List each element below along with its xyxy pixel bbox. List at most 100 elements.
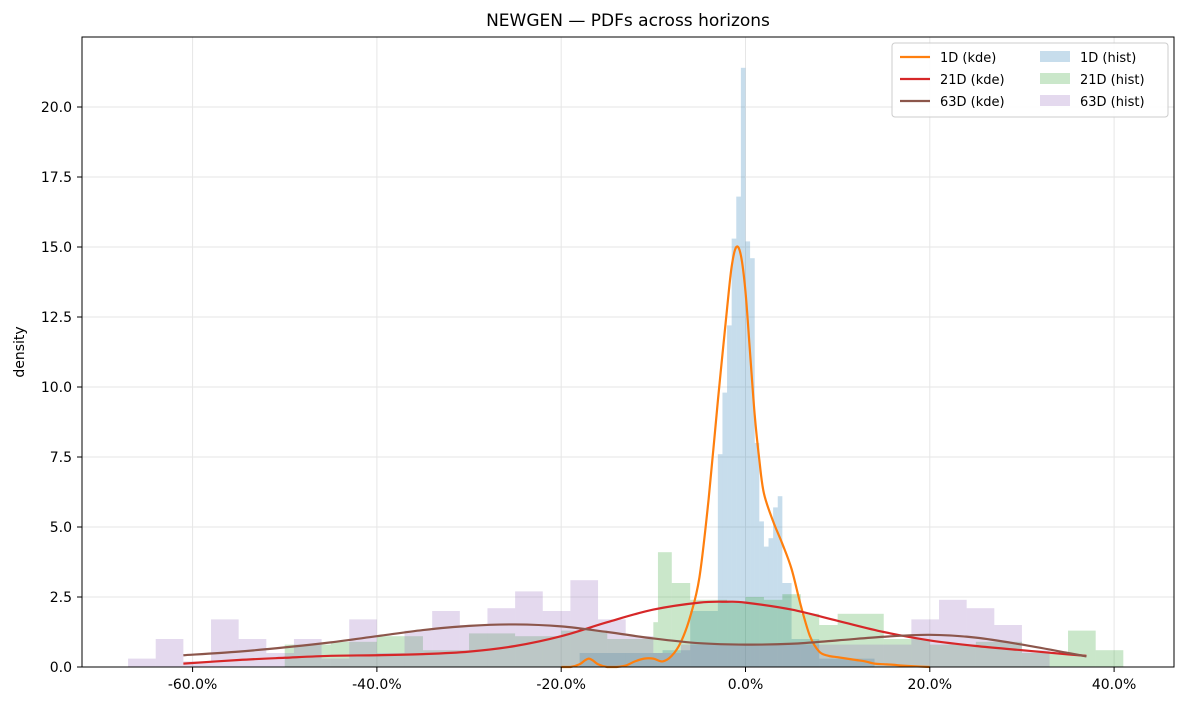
hist-bar-63d-hist-2: [183, 661, 212, 667]
hist-bar-63d-hist-17: [598, 619, 626, 667]
y-tick-label: 10.0: [41, 380, 72, 396]
hist-bar-21d-hist-14: [745, 597, 764, 667]
hist-bar-21d-hist-17: [800, 613, 820, 667]
hist-bar-21d-hist-16: [782, 594, 801, 667]
hist-bar-21d-hist-8: [653, 622, 658, 667]
hist-bar-1d-hist-12: [759, 521, 764, 667]
legend-label: 1D (kde): [940, 51, 996, 66]
hist-bar-1d-hist-16: [777, 496, 783, 667]
hist-bar-21d-hist-24: [1068, 630, 1096, 667]
hist-bar-63d-hist-14: [515, 591, 543, 667]
hist-bar-63d-hist-0: [128, 658, 156, 667]
hist-bar-63d-hist-1: [155, 639, 184, 667]
y-tick-label: 0.0: [50, 660, 72, 676]
hist-bar-1d-hist-14: [768, 538, 774, 667]
legend-entry-63d-hist: 63D (hist): [1040, 95, 1145, 110]
chart-title: NEWGEN — PDFs across horizons: [486, 11, 770, 31]
hist-63d-hist: [128, 580, 1050, 667]
y-tick-label: 12.5: [41, 310, 72, 326]
legend-swatch-63d-hist: [1040, 95, 1070, 106]
hist-bar-1d-hist-7: [736, 196, 741, 667]
hist-bar-63d-hist-3: [211, 619, 239, 667]
plot-frame: [81, 36, 1175, 668]
hist-bar-1d-hist-10: [750, 258, 755, 667]
legend-entry-63d-kde: 63D (kde): [900, 95, 1005, 110]
hist-bar-63d-hist-21: [911, 619, 940, 667]
hist-bar-1d-hist-1: [662, 650, 691, 667]
kde-line-21d-kde: [183, 600, 1087, 665]
hist-bar-1d-hist-15: [773, 507, 778, 667]
hist-bar-1d-hist-9: [745, 241, 751, 667]
legend-label: 63D (kde): [940, 95, 1005, 110]
y-tick-label: 15.0: [41, 240, 72, 256]
hist-bar-21d-hist-9: [657, 552, 672, 667]
hist-bar-63d-hist-9: [376, 653, 405, 667]
y-tick-label: 5.0: [50, 520, 72, 536]
hist-bar-63d-hist-22: [939, 599, 967, 667]
hist-bar-1d-hist-6: [731, 238, 737, 667]
hist-bar-63d-hist-5: [266, 653, 294, 667]
hist-bar-63d-hist-10: [404, 630, 433, 667]
y-tick-label: 20.0: [41, 100, 72, 116]
x-tick-label: 0.0%: [728, 677, 764, 693]
legend-entry-1d-hist: 1D (hist): [1040, 51, 1136, 66]
hist-bar-1d-hist-4: [722, 392, 728, 667]
hist-1d-hist: [579, 67, 875, 668]
hist-bar-1d-hist-3: [717, 454, 723, 667]
y-tick-label: 7.5: [50, 450, 72, 466]
legend-label: 21D (kde): [940, 73, 1005, 88]
x-axis: -60.0% -40.0% -20.0% 0.0% 20.0% 40.0%: [168, 667, 1136, 693]
hist-bar-1d-hist-5: [727, 325, 732, 667]
hist-bar-63d-hist-20: [680, 644, 912, 667]
kde-line-63d-kde: [183, 623, 1087, 658]
legend-label: 21D (hist): [1080, 73, 1145, 88]
hist-bar-63d-hist-16: [570, 580, 599, 667]
hist-bar-21d-hist-12: [708, 599, 728, 667]
hist-bar-21d-hist-21: [929, 644, 976, 667]
x-tick-label: 20.0%: [908, 677, 952, 693]
x-tick-label: 40.0%: [1092, 677, 1136, 693]
hist-bar-63d-hist-24: [994, 625, 1022, 667]
y-tick-label: 17.5: [41, 170, 72, 186]
hist-bar-21d-hist-13: [727, 602, 746, 667]
hist-bar-1d-hist-19: [819, 658, 875, 667]
hist-bar-21d-hist-15: [763, 599, 783, 667]
legend-swatch-1d-hist: [1040, 51, 1070, 62]
legend-entry-21d-hist: 21D (hist): [1040, 73, 1145, 88]
hist-bar-63d-hist-18: [625, 636, 654, 667]
kde-layer: [183, 245, 1087, 669]
hist-bar-21d-hist-2: [376, 636, 423, 667]
hist-bar-1d-hist-8: [740, 67, 746, 668]
hist-bar-63d-hist-13: [487, 608, 516, 667]
legend-entry-1d-kde: 1D (kde): [900, 51, 996, 66]
hist-bar-1d-hist-13: [763, 546, 769, 667]
legend-label: 1D (hist): [1080, 51, 1136, 66]
hist-bar-63d-hist-8: [349, 619, 377, 667]
hist-bar-21d-hist-25: [1095, 650, 1124, 667]
y-axis-label: density: [12, 326, 28, 377]
grid-lines: [82, 37, 1174, 668]
legend-swatch-21d-hist: [1040, 73, 1070, 84]
hist-bar-63d-hist-4: [238, 639, 267, 667]
x-tick-label: -60.0%: [168, 677, 218, 693]
hist-bar-21d-hist-20: [883, 639, 930, 667]
x-tick-label: -40.0%: [352, 677, 402, 693]
hist-bar-63d-hist-25: [1021, 650, 1050, 667]
y-axis: 0.0 2.5 5.0 7.5 10.0 12.5 15.0 17.5 20.0: [41, 100, 82, 676]
legend-box: [891, 42, 1169, 118]
histogram-layer: [128, 67, 1124, 668]
hist-bar-1d-hist-11: [754, 443, 760, 667]
x-tick-label: -20.0%: [536, 677, 586, 693]
legend-entry-21d-kde: 21D (kde): [900, 73, 1005, 88]
hist-bar-1d-hist-2: [690, 611, 718, 667]
legend: 1D (kde) 21D (kde) 63D (kde) 1D (hist) 21D (…: [891, 42, 1169, 118]
y-tick-label: 2.5: [50, 590, 72, 606]
hist-bar-63d-hist-12: [459, 625, 488, 667]
hist-bar-63d-hist-7: [321, 658, 350, 667]
legend-label: 63D (hist): [1080, 95, 1145, 110]
hist-bar-21d-hist-7: [607, 639, 654, 667]
hist-bar-1d-hist-0: [579, 653, 663, 667]
hist-bar-63d-hist-11: [432, 611, 460, 667]
hist-bar-1d-hist-17: [782, 583, 792, 667]
